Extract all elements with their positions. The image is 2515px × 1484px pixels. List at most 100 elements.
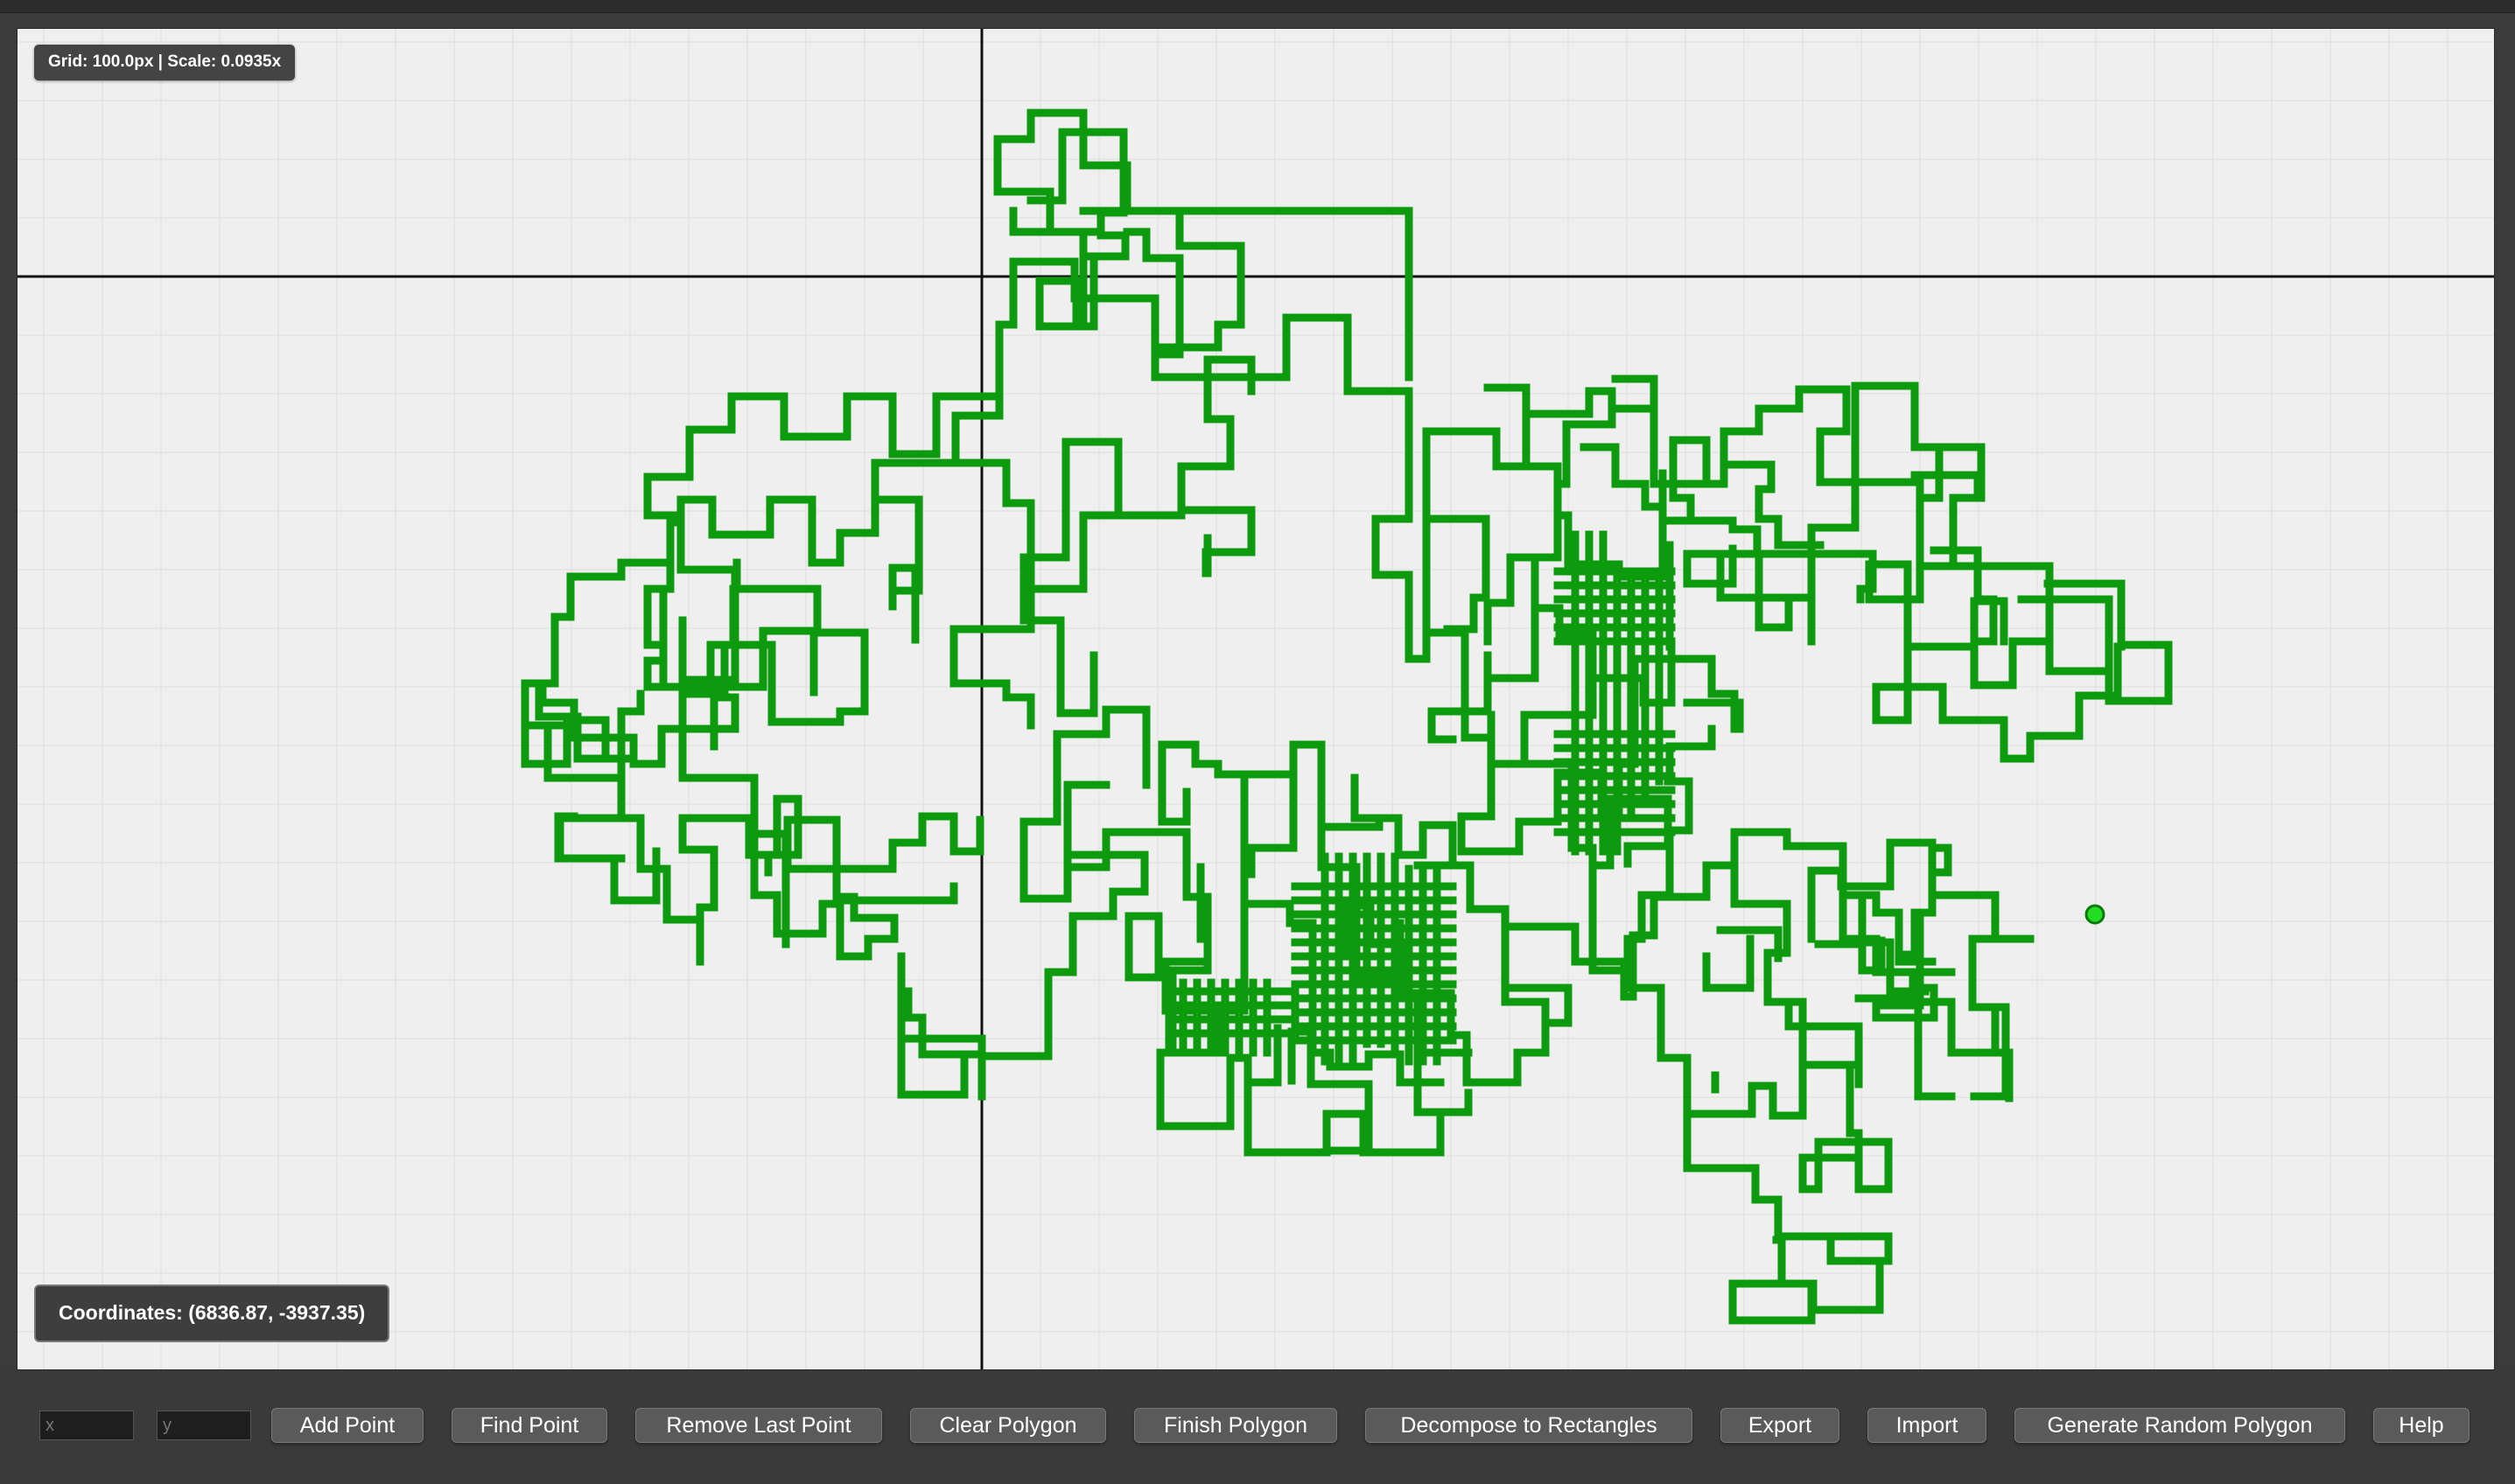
polygon-edge-segment <box>2000 716 2035 763</box>
polygon-edge-segment <box>722 794 802 877</box>
polygon-edge-segment <box>1650 404 1711 502</box>
polygon-edge-segment <box>1728 1279 1816 1325</box>
polygon-edge-segment <box>1158 740 1249 908</box>
polygon-edge-segment <box>521 721 563 768</box>
polygon-edge-segment <box>1914 998 1956 1101</box>
polygon-edge-segment <box>1665 724 1716 779</box>
polygon-edge-segment <box>1422 383 1616 663</box>
import-button[interactable]: Import <box>1867 1408 1986 1443</box>
polygon-edge-segment <box>1683 525 1762 588</box>
polygon-edge-segment <box>678 814 731 966</box>
polygon-edge-segment <box>1755 550 1877 604</box>
polygon-edge-segment <box>1247 770 1298 878</box>
polygon-edge-segment <box>1035 242 1098 331</box>
polygon-edge-segment <box>1798 1138 1863 1194</box>
coordinates-readout: Coordinates: (6836.87, -3937.35) <box>34 1284 390 1342</box>
polygon-edge-segment <box>1928 891 2000 1057</box>
polygon-edge-segment <box>897 987 969 1099</box>
polygon-edge-segment <box>629 693 739 768</box>
polygon-edge-segment <box>1580 443 1620 488</box>
clear-polygon-button[interactable]: Clear Polygon <box>910 1408 1106 1443</box>
finish-polygon-button[interactable]: Finish Polygon <box>1134 1408 1337 1443</box>
polygon-edge-segment <box>1462 1018 1550 1087</box>
polygon-edge-segment <box>1865 494 2054 690</box>
polygon-edge-segment <box>1019 553 1098 718</box>
polygon-edge-segment <box>1419 861 1510 931</box>
add-point-button[interactable]: Add Point <box>271 1408 424 1443</box>
canvas-svg[interactable] <box>18 29 2494 1369</box>
polygon-edge-segment <box>1243 1078 1473 1157</box>
polygon-edge-segment <box>1154 828 1212 912</box>
polygon-edge-segment <box>1123 228 1184 359</box>
polygon-outline <box>521 108 2173 1325</box>
polygon-edge-segment <box>1019 462 1186 593</box>
polygon-edge-segment <box>1664 777 1693 868</box>
polygon-edge-segment <box>1858 938 1895 996</box>
polygon-edge-segment <box>897 938 1077 1060</box>
polygon-edge-segment <box>1702 934 1755 992</box>
y-coordinate-input[interactable] <box>157 1410 251 1440</box>
grid-info-badge: Grid: 100.0px | Scale: 0.0935x <box>34 45 296 80</box>
polygon-edge-segment <box>1910 471 1982 570</box>
polygon-edge-segment <box>1657 984 1777 1118</box>
polygon-edge-segment <box>1784 998 1863 1088</box>
polygon-edge-segment <box>1968 1003 2010 1101</box>
polygon-edge-segment <box>1755 485 1783 550</box>
find-point-button[interactable]: Find Point <box>452 1408 607 1443</box>
polygon-edge-segment <box>556 814 645 863</box>
polygon-edge-segment <box>1807 838 1937 943</box>
polygon-edge-segment <box>1240 740 1384 831</box>
polygon-edge-segment <box>1826 1232 1893 1265</box>
polygon-edge-segment <box>1053 705 1151 789</box>
polygon-edge-segment <box>836 882 958 961</box>
polygon-edge-segment <box>888 564 920 644</box>
polygon-edge-segment <box>2026 691 2122 763</box>
polygon-edge-segment <box>949 392 1035 730</box>
polygon-edge-segment <box>1630 654 1744 733</box>
help-button[interactable]: Help <box>2373 1408 2469 1443</box>
bottom-toolbar: Add Point Find Point Remove Last Point C… <box>0 1370 2515 1484</box>
polygon-edge-segment <box>2008 595 2113 676</box>
polygon-edge-segment <box>1422 514 1490 637</box>
polygon-edge-segment <box>1814 1138 1893 1194</box>
polygon-edge-segment <box>2113 642 2126 700</box>
generate-random-polygon-button[interactable]: Generate Random Polygon <box>2014 1408 2345 1443</box>
polygon-edge-segment <box>1156 1024 1282 1130</box>
x-coordinate-input[interactable] <box>39 1410 134 1440</box>
decompose-to-rectangles-button[interactable]: Decompose to Rectangles <box>1365 1408 1692 1443</box>
polygon-edge-segment <box>1501 828 1881 1001</box>
polygon-edge-segment <box>1483 604 1539 682</box>
polygon-edge-segment <box>1061 438 1123 546</box>
current-point-marker[interactable] <box>2084 904 2105 925</box>
polygon-edge-segment <box>1935 443 1986 502</box>
polygon-edge-segment <box>1683 1110 1835 1265</box>
polygon-edge-segment <box>543 690 645 782</box>
polygon-edge-segment <box>1063 780 1163 872</box>
polygon-edge-segment <box>1816 382 1944 502</box>
drawing-canvas[interactable]: Grid: 100.0px | Scale: 0.0935x Coordinat… <box>17 28 2495 1370</box>
polygon-edge-segment <box>1501 922 1573 1027</box>
title-strip <box>0 0 2515 13</box>
polygon-edge-segment <box>960 1050 986 1101</box>
polygon-edge-segment <box>643 558 822 691</box>
polygon-edge-segment <box>1483 553 1562 646</box>
polygon-edge-segment <box>1151 313 1431 663</box>
polygon-edge-segment <box>1375 814 1457 870</box>
polygon-edge-segment <box>521 679 610 768</box>
polygon-edge-segment <box>1858 896 1886 975</box>
polygon-edge-segment <box>1910 908 1937 961</box>
polygon-edge-segment <box>1723 460 1776 494</box>
polygon-edge-segment <box>750 830 899 961</box>
polygon-edge-segment <box>1702 404 1763 488</box>
polygon-edge-segment <box>1938 682 2008 724</box>
polygon-edge-segment <box>1240 900 1294 966</box>
remove-last-point-button[interactable]: Remove Last Point <box>635 1408 882 1443</box>
polygon-edge-segment <box>1531 511 1676 707</box>
polygon-edge-segment <box>1427 651 1492 744</box>
export-button[interactable]: Export <box>1720 1408 1839 1443</box>
polygon-edge-segment <box>1769 1060 1807 1120</box>
polygon-edge-segment <box>1079 206 1413 382</box>
polygon-edge-segment <box>1930 546 1982 604</box>
polygon-edge-segment <box>1716 550 1816 602</box>
